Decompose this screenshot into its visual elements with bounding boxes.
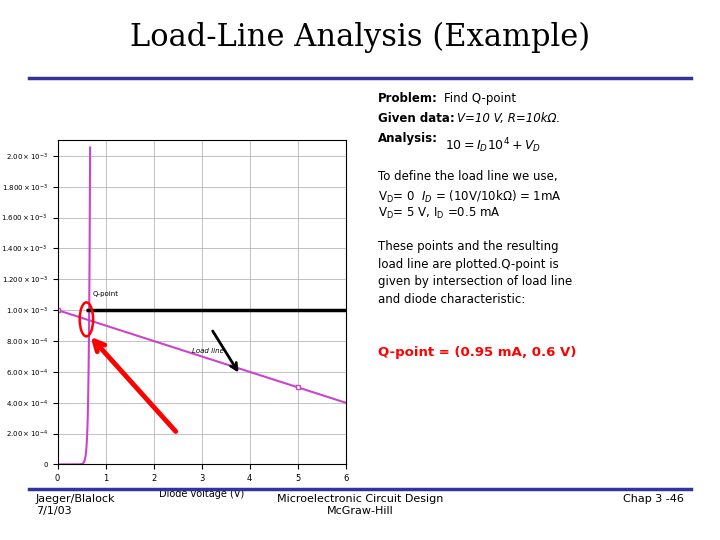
Text: Microelectronic Circuit Design
McGraw-Hill: Microelectronic Circuit Design McGraw-Hi…	[276, 494, 444, 516]
Text: Chap 3 -46: Chap 3 -46	[623, 494, 684, 504]
Text: Given data:: Given data:	[378, 112, 455, 125]
Text: Find Q-point: Find Q-point	[444, 92, 516, 105]
Text: Load line: Load line	[192, 348, 224, 354]
Text: $\mathrm{V_D}$= 5 V, $\mathrm{I_D}$ =0.5 mA: $\mathrm{V_D}$= 5 V, $\mathrm{I_D}$ =0.5…	[378, 206, 501, 221]
Text: Q-point: Q-point	[93, 291, 119, 297]
Text: $\mathrm{V_D}$= 0  $I_D$ = (10V/10k$\Omega$) = 1mA: $\mathrm{V_D}$= 0 $I_D$ = (10V/10k$\Omeg…	[378, 189, 562, 205]
Text: Problem:: Problem:	[378, 92, 438, 105]
Text: Load-Line Analysis (Example): Load-Line Analysis (Example)	[130, 22, 590, 53]
Text: $10 = I_D 10^4 + V_D$: $10 = I_D 10^4 + V_D$	[445, 136, 541, 155]
Text: To define the load line we use,: To define the load line we use,	[378, 170, 557, 183]
Text: Q-point = (0.95 mA, 0.6 V): Q-point = (0.95 mA, 0.6 V)	[378, 346, 577, 359]
Text: V=10 V, R=10kΩ.: V=10 V, R=10kΩ.	[457, 112, 560, 125]
Text: These points and the resulting
load line are plotted.Q-point is
given by interse: These points and the resulting load line…	[378, 240, 572, 306]
Text: Jaeger/Blalock
7/1/03: Jaeger/Blalock 7/1/03	[36, 494, 115, 516]
Text: Analysis:: Analysis:	[378, 132, 438, 145]
X-axis label: Diode voltage (V): Diode voltage (V)	[159, 489, 244, 498]
